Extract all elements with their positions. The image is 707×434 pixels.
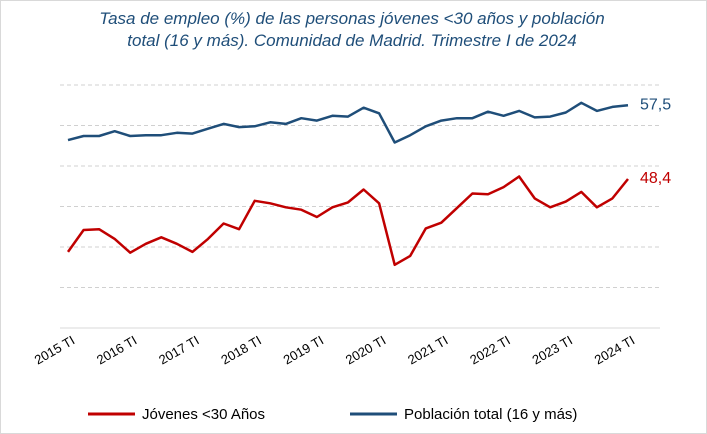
- x-tick-label: 2020 TI: [343, 333, 388, 368]
- x-tick-label: 2022 TI: [467, 333, 512, 368]
- chart-title: Tasa de empleo (%) de las personas jóven…: [99, 9, 605, 50]
- x-tick-label: 2016 TI: [94, 333, 139, 368]
- legend-label: Jóvenes <30 Años: [142, 406, 265, 423]
- x-tick-label: 2015 TI: [32, 333, 77, 368]
- x-tick-label: 2021 TI: [405, 333, 450, 368]
- x-tick-label: 2019 TI: [281, 333, 326, 368]
- x-tick-label: 2024 TI: [592, 333, 637, 368]
- legend-label: Población total (16 y más): [404, 406, 577, 423]
- x-tick-label: 2023 TI: [530, 333, 575, 368]
- x-tick-label: 2018 TI: [218, 333, 263, 368]
- x-tick-label: 2017 TI: [156, 333, 201, 368]
- series-line: [66, 175, 629, 267]
- series-line: [67, 101, 629, 144]
- end-value-label: 48,4: [640, 170, 671, 187]
- end-value-label: 57,5: [640, 96, 671, 113]
